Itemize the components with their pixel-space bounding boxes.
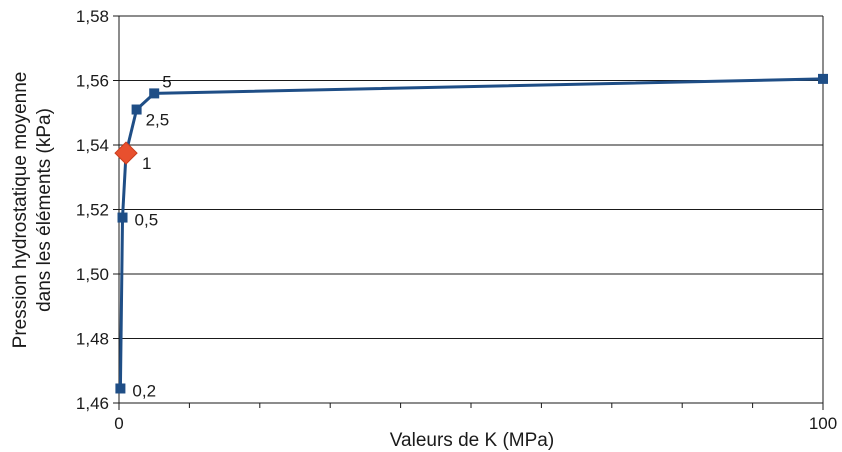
- y-tick-label: 1,58: [76, 7, 109, 26]
- x-axis-title: Valeurs de K (MPa): [390, 430, 554, 451]
- data-marker: [149, 88, 160, 99]
- data-marker: [117, 212, 128, 223]
- y-tick-label: 1,46: [76, 394, 109, 413]
- data-label: 1: [142, 154, 151, 173]
- x-tick-label: 0: [114, 414, 123, 433]
- data-label: 2,5: [146, 111, 170, 130]
- y-tick-label: 1,56: [76, 72, 109, 91]
- data-label: 0,5: [135, 211, 159, 230]
- x-tick-label: 100: [809, 414, 837, 433]
- y-tick-label: 1,50: [76, 265, 109, 284]
- data-marker: [115, 383, 126, 394]
- y-tick-label: 1,52: [76, 201, 109, 220]
- y-tick-labels: 1,46 1,48 1,50 1,52 1,54 1,56 1,58: [76, 7, 109, 413]
- data-label: 0,2: [132, 381, 156, 400]
- y-tick-label: 1,54: [76, 136, 109, 155]
- series-layer: [114, 73, 828, 394]
- highlight-marker: [114, 141, 138, 165]
- series-line: [118, 77, 824, 389]
- data-label: 5: [162, 72, 171, 91]
- point-labels: 0,2 0,5 1 2,5 5: [132, 72, 171, 400]
- y-axis-title-line1: Pression hydrostatique moyenne: [10, 72, 31, 349]
- y-axis-title-line2: dans les éléments (kPa): [34, 108, 55, 312]
- axes: [113, 15, 824, 410]
- data-marker: [131, 104, 142, 115]
- grid-lines: [119, 15, 823, 339]
- y-tick-label: 1,48: [76, 330, 109, 349]
- x-tick-labels: 0 100: [114, 414, 837, 433]
- data-marker: [818, 73, 828, 84]
